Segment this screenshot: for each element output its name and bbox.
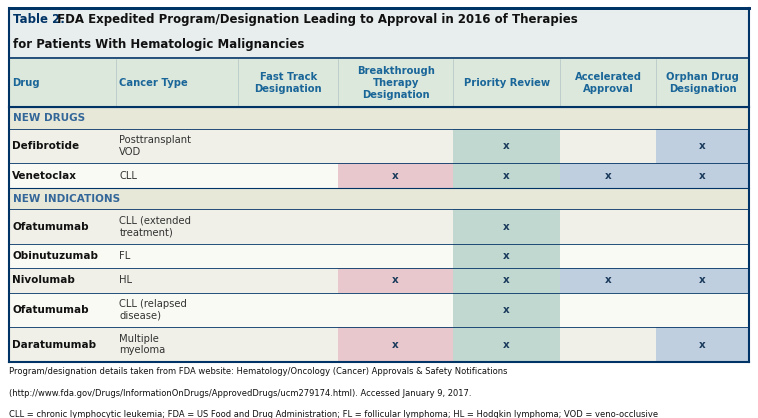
Text: x: x (605, 171, 612, 181)
Bar (9, 188, 749, 209)
Bar (338, 163, 453, 188)
Bar (9, 268, 749, 293)
Bar (453, 268, 560, 293)
Text: x: x (503, 275, 510, 285)
Bar (9, 244, 749, 268)
Bar (656, 163, 749, 188)
Bar (9, 8, 749, 58)
Text: x: x (503, 222, 510, 232)
Text: x: x (605, 275, 612, 285)
Text: x: x (393, 340, 399, 349)
Text: Daratumumab: Daratumumab (12, 340, 96, 349)
Text: Ofatumumab: Ofatumumab (12, 222, 89, 232)
Text: Program/designation details taken from FDA website: Hematology/Oncology (Cancer): Program/designation details taken from F… (9, 367, 508, 376)
Text: x: x (700, 340, 706, 349)
Text: NEW INDICATIONS: NEW INDICATIONS (13, 194, 120, 204)
Text: Orphan Drug
Designation: Orphan Drug Designation (666, 72, 739, 94)
Text: x: x (700, 171, 706, 181)
Bar (453, 244, 560, 268)
Text: FDA Expedited Program/Designation Leading to Approval in 2016 of Therapies: FDA Expedited Program/Designation Leadin… (53, 13, 578, 26)
Bar (453, 129, 560, 163)
Text: CLL (extended
treatment): CLL (extended treatment) (120, 216, 192, 237)
Text: Venetoclax: Venetoclax (12, 171, 77, 181)
Text: Breakthrough
Therapy
Designation: Breakthrough Therapy Designation (357, 66, 434, 99)
Text: CLL: CLL (120, 171, 137, 181)
Text: HL: HL (120, 275, 133, 285)
Bar (9, 327, 749, 362)
Text: FL: FL (120, 251, 130, 261)
Bar (453, 163, 560, 188)
Text: Drug: Drug (12, 78, 39, 88)
Bar (656, 129, 749, 163)
Bar (9, 163, 749, 188)
Text: Priority Review: Priority Review (464, 78, 550, 88)
Text: Accelerated
Approval: Accelerated Approval (575, 72, 642, 94)
Text: (http://www.fda.gov/Drugs/InformationOnDrugs/ApprovedDrugs/ucm279174.html). Acce: (http://www.fda.gov/Drugs/InformationOnD… (9, 389, 471, 398)
Bar (9, 107, 749, 129)
Bar (453, 209, 560, 244)
Text: x: x (393, 275, 399, 285)
Bar (9, 209, 749, 244)
Text: x: x (393, 171, 399, 181)
Bar (338, 268, 453, 293)
Text: Multiple
myeloma: Multiple myeloma (120, 334, 166, 355)
Bar (656, 268, 749, 293)
Bar (338, 327, 453, 362)
Text: x: x (503, 171, 510, 181)
Bar (560, 268, 656, 293)
Text: x: x (700, 141, 706, 151)
Bar (656, 327, 749, 362)
Text: Posttransplant
VOD: Posttransplant VOD (120, 135, 192, 157)
Text: Cancer Type: Cancer Type (120, 78, 188, 88)
Text: NEW DRUGS: NEW DRUGS (13, 113, 85, 123)
Text: x: x (700, 275, 706, 285)
Text: Table 2.: Table 2. (13, 13, 64, 26)
Bar (9, 129, 749, 163)
Bar (453, 293, 560, 327)
Text: CLL (relapsed
disease): CLL (relapsed disease) (120, 299, 187, 321)
Bar (453, 327, 560, 362)
Bar (9, 59, 749, 107)
Text: CLL = chronic lymphocytic leukemia; FDA = US Food and Drug Administration; FL = : CLL = chronic lymphocytic leukemia; FDA … (9, 410, 658, 418)
Text: Fast Track
Designation: Fast Track Designation (255, 72, 322, 94)
Text: for Patients With Hematologic Malignancies: for Patients With Hematologic Malignanci… (13, 38, 304, 51)
Text: x: x (503, 340, 510, 349)
Text: Nivolumab: Nivolumab (12, 275, 75, 285)
Text: Obinutuzumab: Obinutuzumab (12, 251, 98, 261)
Text: x: x (503, 305, 510, 315)
Text: Ofatumumab: Ofatumumab (12, 305, 89, 315)
Text: x: x (503, 141, 510, 151)
Bar (560, 163, 656, 188)
Bar (9, 293, 749, 327)
Text: x: x (503, 251, 510, 261)
Text: Defibrotide: Defibrotide (12, 141, 80, 151)
